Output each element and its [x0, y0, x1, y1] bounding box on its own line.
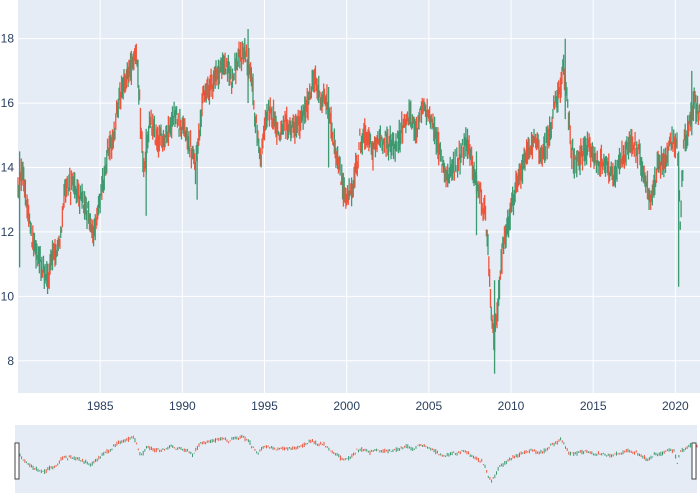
x-tick-label: 1990 — [169, 399, 196, 413]
y-tick-label: 8 — [7, 354, 14, 368]
y-tick-label: 12 — [1, 225, 15, 239]
x-tick-label: 2000 — [333, 399, 360, 413]
y-tick-label: 16 — [1, 96, 15, 110]
x-tick-label: 1995 — [251, 399, 278, 413]
x-tick-label: 2020 — [662, 399, 689, 413]
x-tick-label: 2010 — [498, 399, 525, 413]
range-slider-candles — [14, 434, 698, 483]
main-plot[interactable]: 8 10 12 14 16 18 1985 1990 1995 2000 2005 2010 2015 2… — [1, 0, 700, 413]
range-slider-right-handle[interactable] — [691, 442, 697, 480]
x-tick-label: 2005 — [415, 399, 442, 413]
range-slider-background — [15, 425, 697, 493]
y-tick-label: 14 — [1, 161, 15, 175]
range-slider-left-handle[interactable] — [14, 442, 20, 480]
range-slider[interactable] — [14, 425, 698, 493]
x-tick-label: 1985 — [87, 399, 114, 413]
plot-area — [18, 0, 700, 393]
y-tick-label: 10 — [1, 289, 15, 303]
candles — [17, 28, 700, 374]
x-tick-label: 2015 — [580, 399, 607, 413]
y-tick-label: 18 — [1, 32, 15, 46]
